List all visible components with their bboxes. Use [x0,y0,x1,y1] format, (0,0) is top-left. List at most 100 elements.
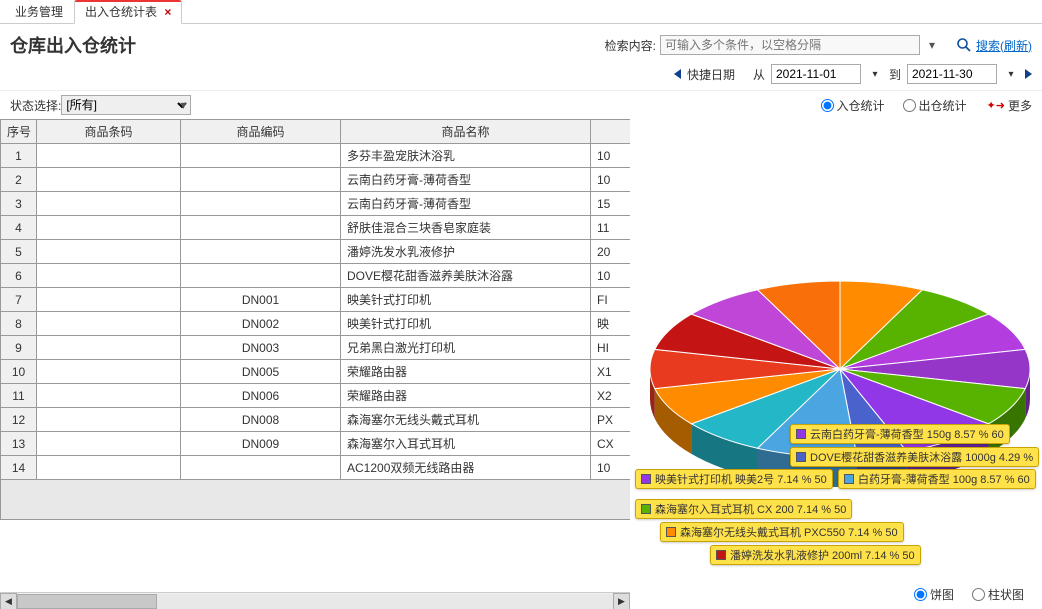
pie-slice-label[interactable]: 映美针式打印机 映美2号 7.14 % 50 [635,469,833,489]
from-date-input[interactable] [771,64,861,84]
cell-name: 多芬丰盈宠肤沐浴乳 [341,144,591,168]
table-row[interactable]: 14AC1200双频无线路由器10 [1,456,631,480]
table-row[interactable]: 9DN003兄弟黑白激光打印机HI [1,336,631,360]
cell-extra: HI [591,336,631,360]
col-barcode[interactable]: 商品条码 [37,120,181,144]
prev-period-icon[interactable] [674,69,681,79]
cell-seq: 7 [1,288,37,312]
cell-name: DOVE樱花甜香滋养美肤沐浴露 [341,264,591,288]
in-radio-input[interactable] [821,99,834,112]
table-row[interactable]: 13DN009森海塞尔入耳式耳机CX [1,432,631,456]
pie-slice-label[interactable]: 森海塞尔无线头戴式耳机 PXC550 7.14 % 50 [660,522,904,542]
search-area: 检索内容: ▾ 搜索(刷新) [605,35,1032,55]
cell-code [181,456,341,480]
more-icon: ✦➜ [987,99,1005,112]
table-row[interactable]: 8DN002映美针式打印机映 [1,312,631,336]
cell-barcode [37,408,181,432]
cell-barcode [37,144,181,168]
cell-name: 映美针式打印机 [341,288,591,312]
table-row[interactable]: 10DN005荣耀路由器X1 [1,360,631,384]
search-label: 检索内容: [605,37,656,54]
table-row[interactable]: 2云南白药牙膏-薄荷香型10 [1,168,631,192]
chevron-down-icon[interactable]: ▾ [924,35,940,55]
table-header-row: 序号 商品条码 商品编码 商品名称 [1,120,631,144]
table-scroll[interactable]: 序号 商品条码 商品编码 商品名称 1多芬丰盈宠肤沐浴乳102 云南白药牙膏-薄荷… [0,119,630,592]
next-period-icon[interactable] [1025,69,1032,79]
tab-business[interactable]: 业务管理 [4,0,74,23]
quick-date-label: 快捷日期 [687,66,735,83]
col-code[interactable]: 商品编码 [181,120,341,144]
scroll-right-icon[interactable]: ▶ [613,593,630,609]
pie-radio-input[interactable] [914,588,927,601]
cell-seq: 11 [1,384,37,408]
table-row[interactable]: 6DOVE樱花甜香滋养美肤沐浴露10 [1,264,631,288]
bar-radio-input[interactable] [972,588,985,601]
cell-seq: 3 [1,192,37,216]
pie-radio-label: 饼图 [930,586,954,603]
pie-slice-label[interactable]: 白药牙膏-薄荷香型 100g 8.57 % 60 [838,469,1036,489]
search-input[interactable] [660,35,920,55]
search-icon[interactable] [956,37,972,53]
tab-label: 业务管理 [15,5,63,19]
from-label: 从 [753,66,765,83]
chevron-down-icon[interactable]: ▾ [1003,64,1019,84]
more-link[interactable]: ✦➜ 更多 [987,97,1032,114]
table-row[interactable]: 7DN001映美针式打印机FI [1,288,631,312]
pie-label-text: 潘婷洗发水乳液修护 200ml 7.14 % 50 [730,547,915,563]
cell-extra: 10 [591,264,631,288]
scroll-left-icon[interactable]: ◀ [0,593,17,609]
cell-name: 云南白药牙膏-薄荷香型 [341,168,591,192]
chevron-down-icon[interactable]: ▾ [867,64,883,84]
color-swatch-icon [844,474,854,484]
bar-radio[interactable]: 柱状图 [972,586,1024,603]
cell-seq: 12 [1,408,37,432]
pie-radio[interactable]: 饼图 [914,586,954,603]
cell-extra: 映 [591,312,631,336]
cell-code: DN001 [181,288,341,312]
pie-label-text: 森海塞尔入耳式耳机 CX 200 7.14 % 50 [655,501,846,517]
cell-extra: PX [591,408,631,432]
cell-seq: 13 [1,432,37,456]
cell-seq: 14 [1,456,37,480]
table-row[interactable]: 3云南白药牙膏-薄荷香型15 [1,192,631,216]
cell-name: 森海塞尔入耳式耳机 [341,432,591,456]
cell-code: DN006 [181,384,341,408]
cell-barcode [37,312,181,336]
scrollbar-track[interactable] [17,594,613,609]
cell-code [181,240,341,264]
col-seq[interactable]: 序号 [1,120,37,144]
cell-barcode [37,216,181,240]
search-button[interactable]: 搜索(刷新) [976,37,1032,54]
out-radio-input[interactable] [903,99,916,112]
table-row[interactable]: 4舒肤佳混合三块香皂家庭装11 [1,216,631,240]
pie-slice-label[interactable]: 潘婷洗发水乳液修护 200ml 7.14 % 50 [710,545,921,565]
table-row[interactable]: 11DN006荣耀路由器X2 [1,384,631,408]
pie-slice-label[interactable]: DOVE樱花甜香滋养美肤沐浴露 1000g 4.29 % [790,447,1039,467]
status-select[interactable]: [所有] [61,95,191,115]
in-radio[interactable]: 入仓统计 [821,97,885,114]
table-row[interactable]: 5潘婷洗发水乳液修护20 [1,240,631,264]
color-swatch-icon [666,527,676,537]
inout-radio-group: 入仓统计 出仓统计 [821,97,967,114]
pie-slice-label[interactable]: 森海塞尔入耳式耳机 CX 200 7.14 % 50 [635,499,852,519]
cell-code: DN008 [181,408,341,432]
out-radio[interactable]: 出仓统计 [903,97,967,114]
cell-name: 映美针式打印机 [341,312,591,336]
cell-seq: 2 [1,168,37,192]
color-swatch-icon [716,550,726,560]
cell-seq: 10 [1,360,37,384]
scrollbar-thumb[interactable] [17,594,157,609]
table-row[interactable]: 1多芬丰盈宠肤沐浴乳10 [1,144,631,168]
to-date-input[interactable] [907,64,997,84]
pie-slice-label[interactable]: 云南白药牙膏-薄荷香型 150g 8.57 % 60 [790,424,1010,444]
in-radio-label: 入仓统计 [837,97,885,114]
close-icon[interactable]: × [164,5,171,19]
cell-name: 森海塞尔无线头戴式耳机 [341,408,591,432]
tab-inout-stats[interactable]: 出入仓统计表 × [74,0,182,24]
horizontal-scrollbar[interactable]: ◀ ▶ [0,592,630,609]
col-name[interactable]: 商品名称 [341,120,591,144]
cell-seq: 8 [1,312,37,336]
filter-row: 状态选择: [所有] ▾ 入仓统计 出仓统计 ✦➜ 更多 [0,90,1042,119]
table-row[interactable]: 12 DN008森海塞尔无线头戴式耳机PX [1,408,631,432]
col-extra[interactable] [591,120,631,144]
